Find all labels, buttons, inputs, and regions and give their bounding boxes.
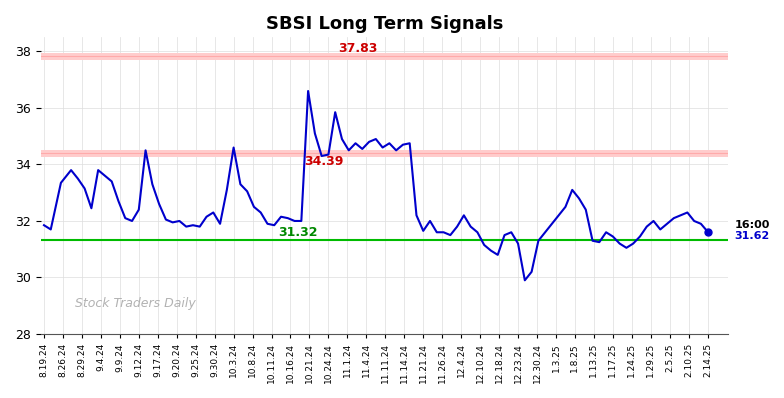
Bar bbox=[41, 150, 728, 157]
Bar bbox=[41, 53, 728, 60]
Text: 31.32: 31.32 bbox=[278, 226, 318, 239]
Text: 31.62: 31.62 bbox=[735, 231, 770, 241]
Title: SBSI Long Term Signals: SBSI Long Term Signals bbox=[266, 15, 503, 33]
Text: 16:00: 16:00 bbox=[735, 220, 770, 230]
Text: 37.83: 37.83 bbox=[338, 42, 377, 55]
Text: 34.39: 34.39 bbox=[304, 155, 344, 168]
Text: Stock Traders Daily: Stock Traders Daily bbox=[75, 297, 196, 310]
